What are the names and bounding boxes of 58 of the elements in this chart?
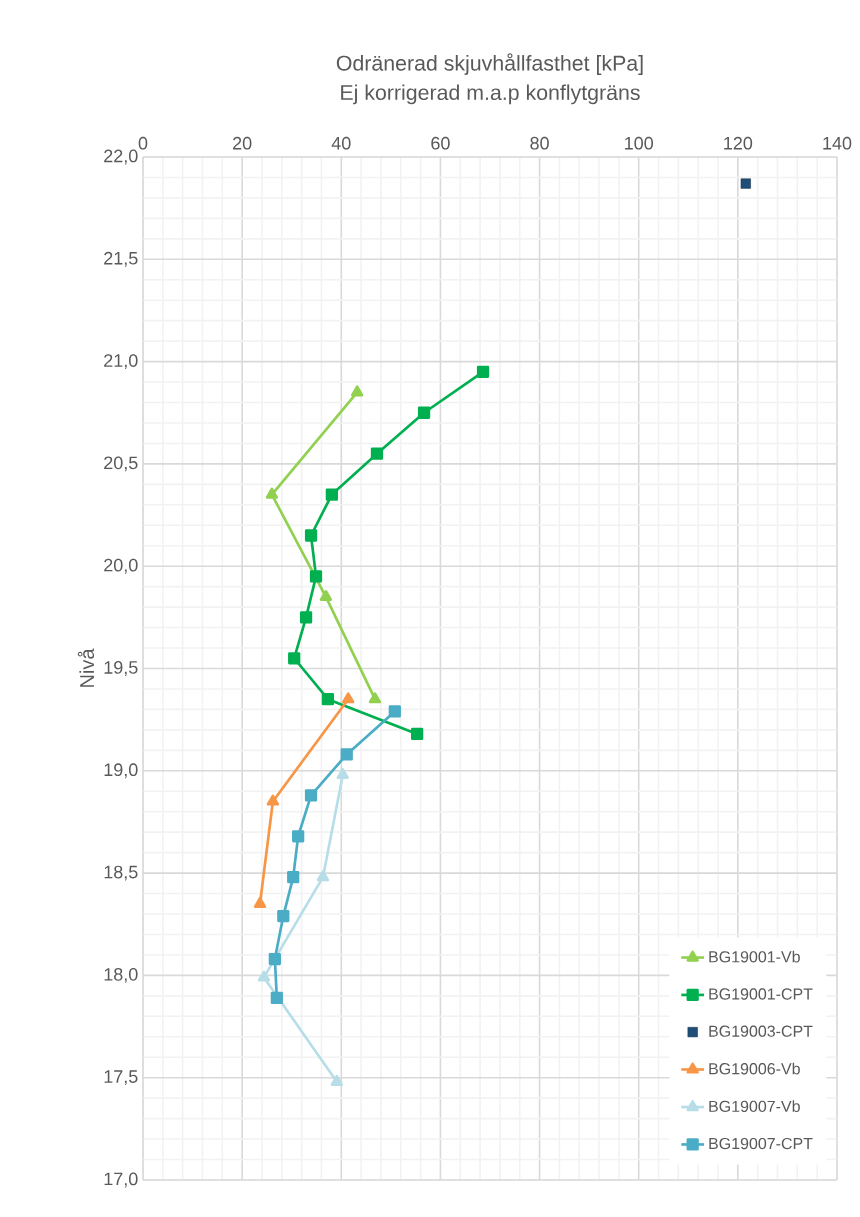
- y-tick-label: 17,5: [104, 1070, 138, 1086]
- y-tick-label: 19,5: [104, 661, 138, 676]
- y-tick-label: 20,5: [104, 456, 138, 472]
- x-tick-label: 140: [823, 136, 852, 150]
- point: [336, 767, 349, 780]
- y-tick-label: 21,5: [104, 251, 138, 267]
- chart-title: Odränerad skjuvhållfasthet [kPa]: [336, 53, 643, 75]
- legend-label: BG19001-Vb: [709, 950, 800, 963]
- legend-label: BG19003-CPT: [709, 1025, 813, 1037]
- point: [268, 952, 281, 966]
- x-tick-label: 40: [331, 136, 351, 150]
- point: [299, 611, 313, 624]
- point: [388, 705, 401, 718]
- point: [316, 870, 330, 882]
- y-tick-label: 17,0: [104, 1172, 138, 1188]
- point: [277, 909, 290, 923]
- point: [321, 693, 335, 706]
- legend-label: BG19006-Vb: [709, 1062, 800, 1075]
- x-tick-label: 120: [724, 136, 753, 150]
- y-tick-label: 22,0: [104, 149, 138, 165]
- point: [309, 570, 323, 583]
- point: [370, 447, 384, 460]
- point: [740, 178, 751, 189]
- x-tick-label: 20: [233, 136, 252, 150]
- x-tick-label: 0: [138, 136, 148, 150]
- point: [325, 488, 338, 501]
- point: [368, 692, 382, 704]
- legend-label: BG19007-CPT: [709, 1137, 813, 1150]
- point: [304, 789, 318, 802]
- point: [288, 652, 301, 665]
- point: [340, 748, 353, 761]
- point: [266, 794, 280, 806]
- point: [304, 529, 318, 542]
- chart-subtitle: Ej korrigerad m.a.p konflytgräns: [341, 84, 640, 105]
- point: [410, 727, 424, 741]
- point: [476, 365, 490, 378]
- x-tick-label: 60: [431, 136, 450, 150]
- point: [257, 970, 271, 982]
- point: [417, 406, 431, 419]
- point: [350, 385, 364, 397]
- y-tick-label: 18,0: [104, 967, 138, 983]
- point: [253, 896, 267, 908]
- point: [292, 830, 305, 843]
- point: [287, 871, 300, 884]
- y-tick-label: 19,0: [104, 763, 138, 779]
- point: [330, 1074, 344, 1086]
- legend-label: BG19001-CPT: [709, 988, 813, 1000]
- y-tick-label: 18,5: [104, 865, 138, 881]
- x-tick-label: 80: [530, 136, 549, 150]
- legend-label: BG19007-Vb: [709, 1100, 800, 1113]
- y-tick-label: 21,0: [104, 354, 138, 370]
- x-tick-label: 100: [625, 136, 654, 150]
- y-tick-label: 20,0: [104, 558, 138, 574]
- point: [319, 589, 333, 602]
- y-axis-title: Nivå: [77, 648, 95, 687]
- point: [265, 487, 279, 499]
- point: [270, 991, 283, 1005]
- point: [342, 692, 355, 704]
